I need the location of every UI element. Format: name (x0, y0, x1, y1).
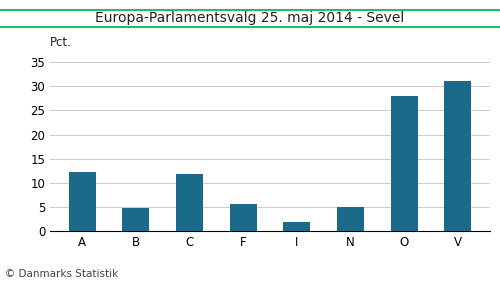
Bar (176, 174, 203, 231)
Bar (444, 81, 471, 231)
Bar (122, 208, 150, 231)
Text: © Danmarks Statistik: © Danmarks Statistik (5, 269, 118, 279)
Bar (69, 172, 96, 231)
Bar (284, 222, 310, 231)
Text: Pct.: Pct. (50, 36, 72, 49)
Bar (230, 204, 256, 231)
Bar (337, 207, 364, 231)
Text: Europa-Parlamentsvalg 25. maj 2014 - Sevel: Europa-Parlamentsvalg 25. maj 2014 - Sev… (96, 11, 405, 25)
Bar (390, 96, 417, 231)
